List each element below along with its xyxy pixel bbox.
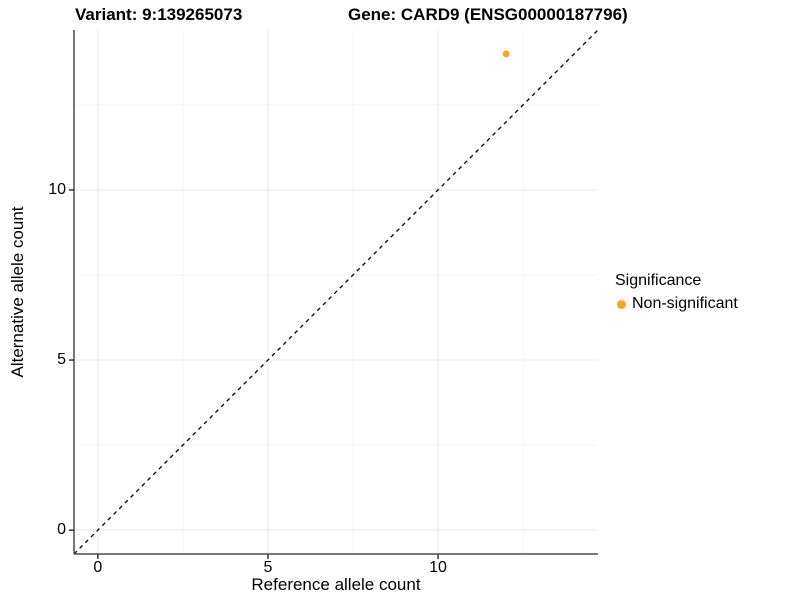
variant-title: Variant: 9:139265073: [75, 5, 243, 24]
x-tick-label: 10: [429, 559, 447, 576]
legend-title: Significance: [615, 272, 702, 289]
legend-item-label: Non-significant: [632, 295, 738, 312]
x-tick-label: 0: [93, 559, 103, 576]
y-tick-label: 10: [48, 180, 66, 198]
y-tick-label: 0: [57, 521, 66, 539]
legend-item-non-significant: Non-significant: [615, 294, 738, 314]
legend-dot-icon: [617, 299, 626, 309]
gene-title: Gene: CARD9 (ENSG00000187796): [348, 5, 628, 24]
x-tick-label: 5: [263, 559, 273, 576]
data-point: [502, 50, 510, 58]
legend: Significance Non-significant: [615, 271, 738, 314]
identity-line: [73, 29, 599, 555]
y-tick-label: 5: [57, 351, 66, 369]
x-axis-label: Reference allele count: [251, 575, 421, 594]
